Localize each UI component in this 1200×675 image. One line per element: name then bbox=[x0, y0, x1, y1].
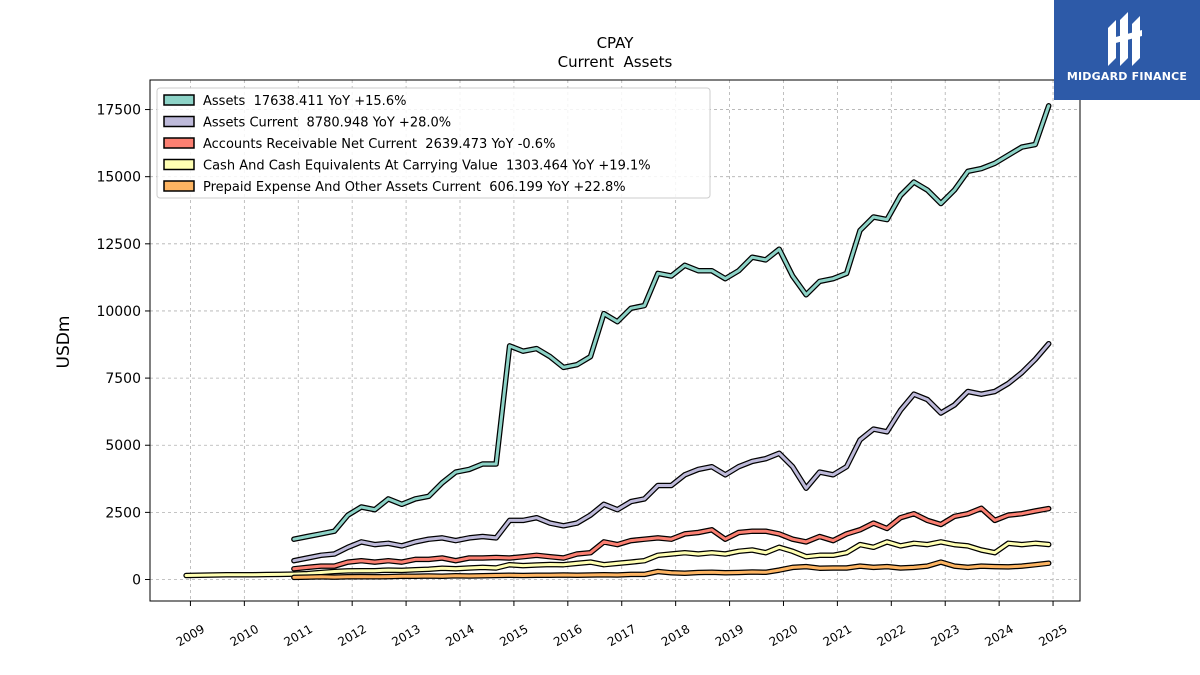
series-outline bbox=[291, 340, 1052, 564]
x-tick-label: 2017 bbox=[605, 622, 638, 649]
legend-swatch bbox=[163, 94, 195, 106]
legend-label: Prepaid Expense And Other Assets Current… bbox=[203, 180, 626, 195]
logo-mark-icon bbox=[1108, 12, 1142, 66]
y-tick-label: 0 bbox=[132, 573, 141, 589]
legend-swatch bbox=[163, 180, 195, 192]
chart-title: CPAY bbox=[597, 34, 635, 52]
legend: Assets 17638.411 YoY +15.6% Assets Curren… bbox=[156, 87, 711, 199]
x-tick-label: 2024 bbox=[982, 622, 1015, 649]
series-line-2 bbox=[292, 506, 1051, 571]
series-lines bbox=[183, 103, 1052, 581]
x-tick-label: 2012 bbox=[335, 622, 368, 649]
series-line-0 bbox=[292, 104, 1051, 541]
x-tick-label: 2010 bbox=[228, 622, 261, 649]
y-tick-label: 12500 bbox=[96, 237, 141, 253]
x-tick-label: 2009 bbox=[174, 622, 207, 649]
series-line-4 bbox=[292, 560, 1051, 579]
x-tick-label: 2019 bbox=[713, 622, 746, 649]
legend-swatch bbox=[163, 115, 195, 128]
legend-label: Assets Current 8780.948 YoY +28.0% bbox=[203, 116, 451, 131]
x-tick-label: 2015 bbox=[497, 622, 530, 649]
legend-label: Cash And Cash Equivalents At Carrying Va… bbox=[203, 159, 651, 174]
y-tick-label: 10000 bbox=[96, 304, 141, 320]
series-line-3 bbox=[184, 540, 1051, 577]
legend-swatch bbox=[163, 158, 195, 171]
x-tick-label: 2018 bbox=[659, 622, 692, 649]
y-tick-label: 15000 bbox=[96, 170, 141, 186]
legend-label: Accounts Receivable Net Current 2639.473… bbox=[203, 137, 555, 152]
x-tick-label: 2023 bbox=[928, 622, 961, 649]
x-tick-label: 2021 bbox=[821, 622, 854, 649]
x-tick-label: 2025 bbox=[1036, 622, 1069, 649]
legend-label: Assets 17638.411 YoY +15.6% bbox=[203, 94, 406, 109]
legend-swatch bbox=[163, 137, 195, 149]
y-axis-label: USDm bbox=[54, 316, 74, 369]
x-tick-label: 2020 bbox=[767, 622, 800, 649]
logo-text: MIDGARD FINANCE bbox=[1066, 70, 1188, 83]
plot-frame bbox=[149, 79, 1081, 602]
series-line-1 bbox=[292, 342, 1051, 563]
brand-logo: MIDGARD FINANCE bbox=[1054, 0, 1200, 100]
x-tick-label: 2022 bbox=[875, 622, 908, 649]
legend-box bbox=[156, 87, 711, 199]
y-tick-label: 17500 bbox=[96, 103, 141, 119]
x-tick-label: 2014 bbox=[443, 622, 476, 649]
chart-subtitle: Current Assets bbox=[558, 53, 673, 71]
x-tick-label: 2013 bbox=[389, 622, 422, 649]
y-tick-label: 7500 bbox=[105, 371, 141, 387]
x-tick-label: 2011 bbox=[282, 622, 315, 649]
x-tick-label: 2016 bbox=[551, 622, 584, 649]
y-tick-label: 2500 bbox=[105, 505, 141, 521]
y-tick-label: 5000 bbox=[105, 438, 141, 454]
